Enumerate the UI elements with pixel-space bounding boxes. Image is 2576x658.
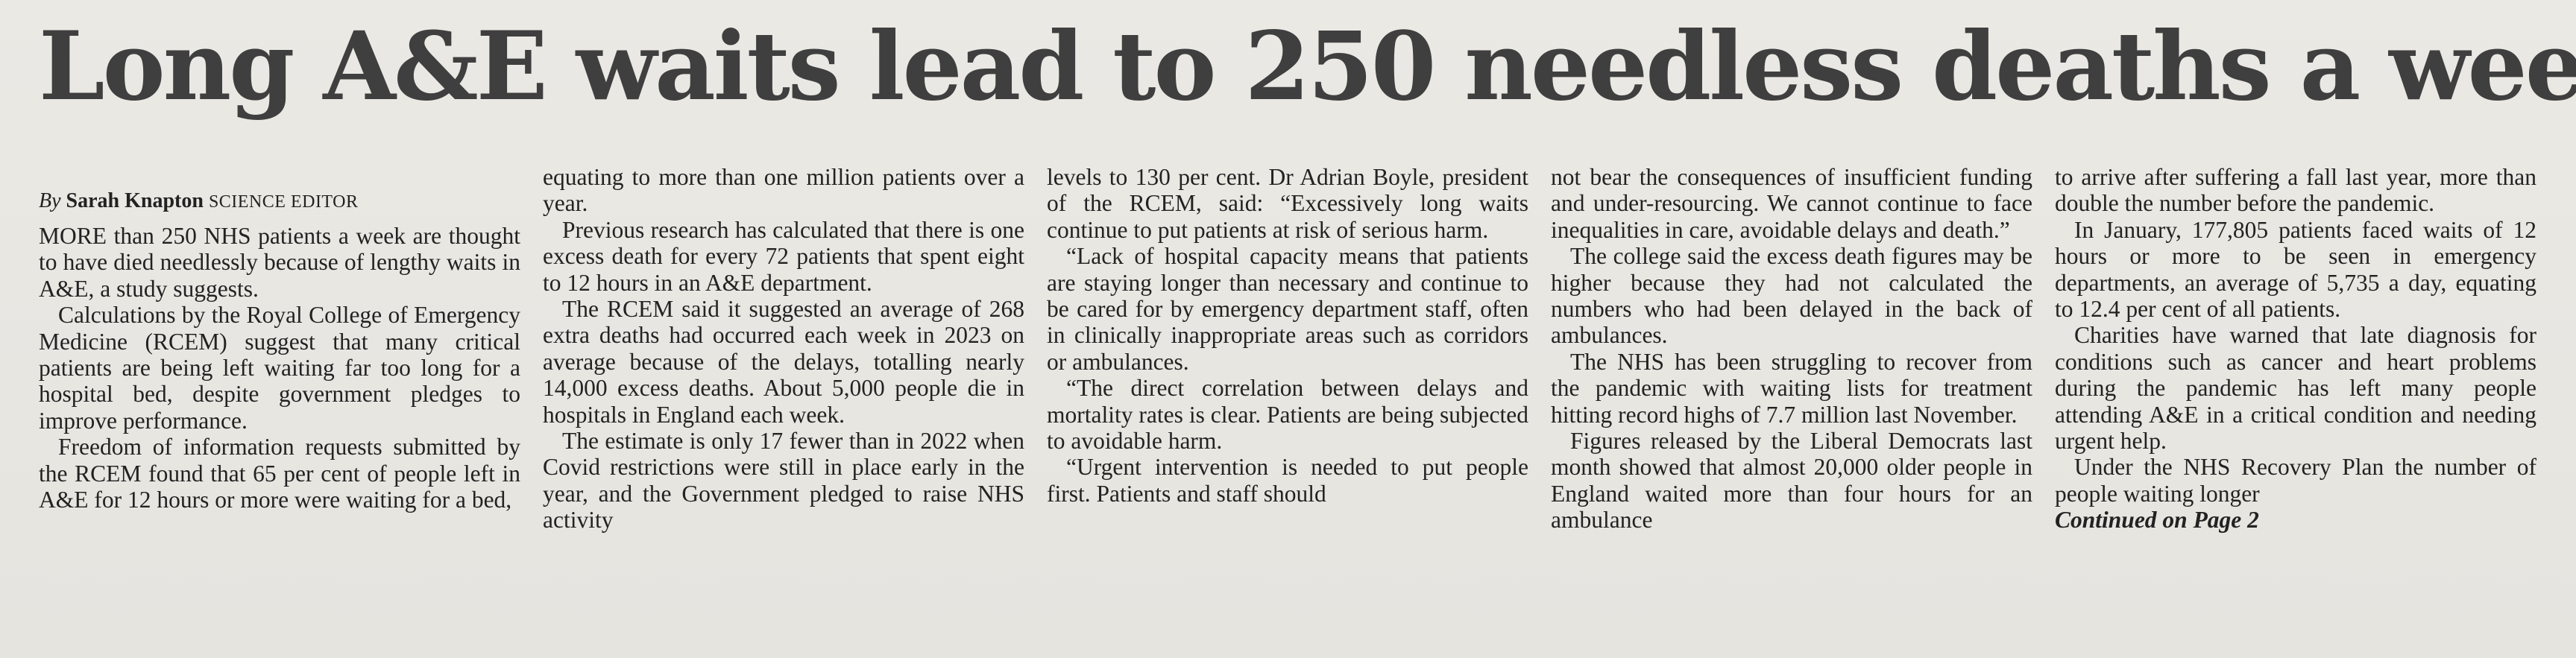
paragraph: not bear the consequences of insufficien… xyxy=(1551,164,2032,243)
headline: Long A&E waits lead to 250 needless deat… xyxy=(39,11,2576,121)
continued-on-page: Continued on Page 2 xyxy=(2055,507,2259,534)
column-1: By Sarah Knapton SCIENCE EDITOR MORE tha… xyxy=(39,164,520,648)
paragraph: Freedom of information requests submitte… xyxy=(39,434,520,513)
paragraph: Charities have warned that late diagnosi… xyxy=(2055,322,2536,455)
byline-author: Sarah Knapton xyxy=(66,189,204,212)
paragraph: Figures released by the Liberal Democrat… xyxy=(1551,428,2032,534)
byline: By Sarah Knapton SCIENCE EDITOR xyxy=(39,186,520,217)
column-2: equating to more than one million patien… xyxy=(543,164,1024,648)
paragraph: to arrive after suffering a fall last ye… xyxy=(2055,164,2536,217)
column-5: to arrive after suffering a fall last ye… xyxy=(2055,164,2536,648)
paragraph: The RCEM said it suggested an average of… xyxy=(543,296,1024,428)
paragraph: The estimate is only 17 fewer than in 20… xyxy=(543,428,1024,534)
paragraph: Under the NHS Recovery Plan the number o… xyxy=(2055,454,2536,507)
byline-prefix: By xyxy=(39,189,61,212)
article-body: By Sarah Knapton SCIENCE EDITOR MORE tha… xyxy=(39,164,2536,648)
paragraph: MORE than 250 NHS patients a week are th… xyxy=(39,223,520,302)
paragraph: Previous research has calculated that th… xyxy=(543,216,1024,296)
paragraph: The NHS has been struggling to recover f… xyxy=(1551,348,2032,428)
column-4: not bear the consequences of insufficien… xyxy=(1551,164,2032,648)
paragraph: The college said the excess death figure… xyxy=(1551,243,2032,349)
column-3: levels to 130 per cent. Dr Adrian Boyle,… xyxy=(1047,164,1528,648)
paragraph: “Urgent intervention is needed to put pe… xyxy=(1047,454,1528,507)
paragraph: Calculations by the Royal College of Eme… xyxy=(39,302,520,434)
paragraph: “The direct correlation between delays a… xyxy=(1047,375,1528,455)
byline-role: SCIENCE EDITOR xyxy=(208,192,359,212)
paragraph: equating to more than one million patien… xyxy=(543,164,1024,217)
paragraph: In January, 177,805 patients faced waits… xyxy=(2055,216,2536,323)
paragraph: “Lack of hospital capacity means that pa… xyxy=(1047,243,1528,375)
paragraph: levels to 130 per cent. Dr Adrian Boyle,… xyxy=(1047,164,1528,243)
